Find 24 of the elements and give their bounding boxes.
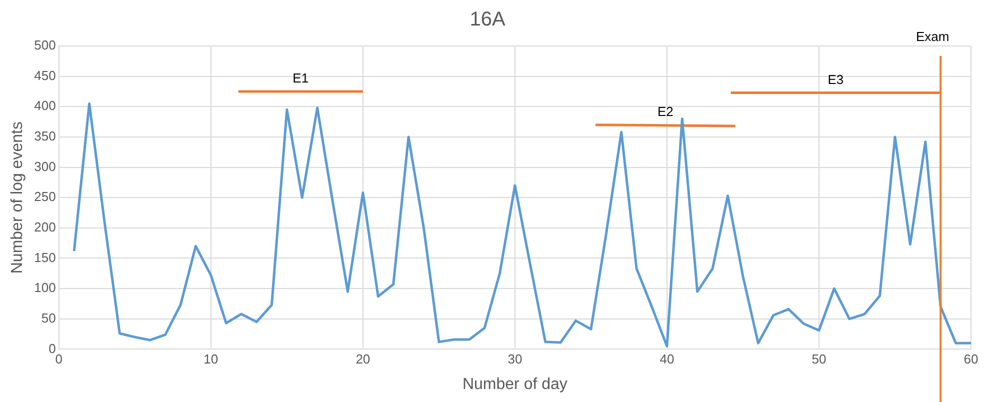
y-tick-label: 100 [34, 280, 56, 296]
chart-title: 16A [470, 8, 506, 31]
series-label: E2 [657, 104, 674, 119]
x-tick-label: 60 [964, 352, 978, 367]
ref-line-label: Exam [916, 29, 950, 44]
series-label: E3 [828, 72, 844, 87]
y-tick-label: 200 [34, 220, 56, 234]
y-tick-label: 450 [34, 68, 56, 83]
y-tick-label: 400 [34, 98, 56, 114]
x-tick-label: 10 [204, 352, 218, 367]
x-axis-title: Number of day [462, 376, 568, 393]
series-label: E1 [292, 70, 309, 86]
y-tick-label: 150 [34, 250, 56, 265]
x-tick-label: 30 [508, 352, 522, 367]
x-tick-label: 20 [356, 352, 370, 367]
y-axis-title: Number of log events [9, 122, 26, 274]
y-tick-label: 300 [34, 158, 56, 174]
y-tick-label: 350 [34, 128, 56, 144]
y-tick-label: 50 [41, 310, 56, 326]
y-tick-label: 0 [48, 340, 56, 356]
x-tick-label: 40 [660, 352, 674, 367]
y-tick-label: 250 [34, 189, 56, 204]
y-tick-label: 500 [34, 38, 56, 53]
x-tick-label: 50 [812, 352, 826, 367]
